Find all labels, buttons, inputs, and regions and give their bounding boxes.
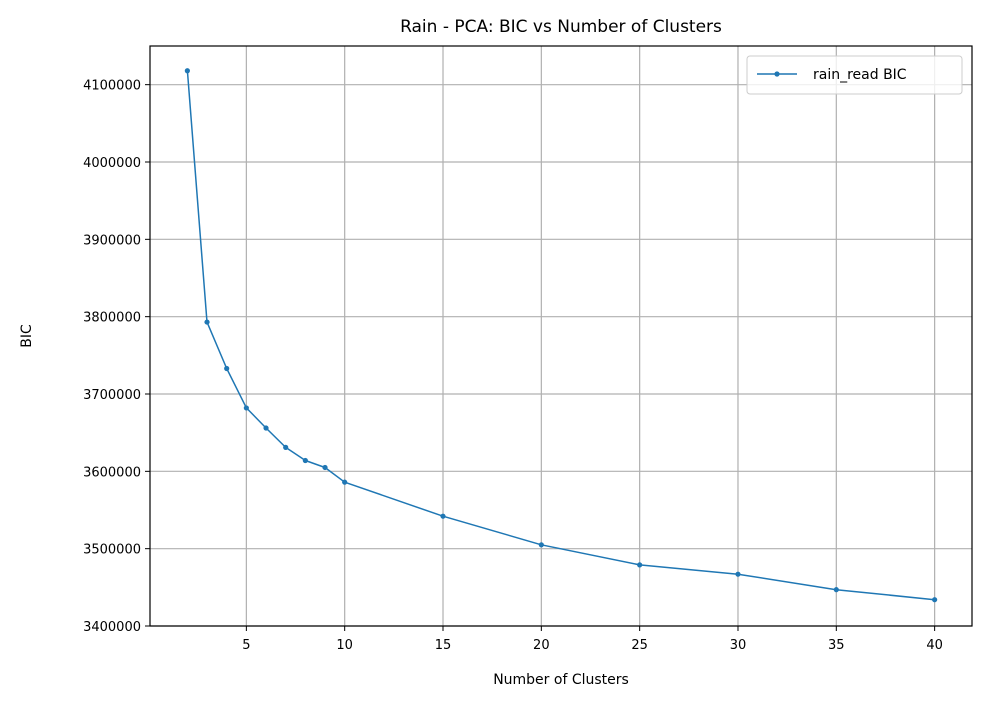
y-tick-label: 3900000: [83, 233, 141, 248]
series-layer: [184, 68, 938, 603]
legend-series-marker: [774, 71, 780, 77]
data-point: [932, 597, 938, 603]
x-tick-label: 40: [926, 638, 943, 653]
chart-title: Rain - PCA: BIC vs Number of Clusters: [400, 17, 722, 37]
x-tick-label: 10: [336, 638, 353, 653]
x-tick-label: 25: [631, 638, 648, 653]
y-tick-label: 3500000: [83, 543, 141, 558]
x-tick-label: 5: [242, 638, 250, 653]
data-point: [322, 464, 328, 471]
data-point: [204, 319, 210, 325]
x-tick-label: 35: [828, 638, 845, 653]
x-tick-label: 20: [533, 638, 550, 653]
x-axis-title: Number of Clusters: [493, 672, 629, 688]
data-point: [263, 425, 269, 431]
data-point: [224, 365, 230, 372]
data-point: [637, 562, 643, 568]
data-point: [342, 479, 348, 485]
y-tick-label: 4000000: [83, 156, 141, 171]
legend-label: rain_read BIC: [813, 67, 907, 83]
y-tick-label: 4100000: [83, 79, 141, 94]
y-tick-label: 3600000: [83, 465, 141, 480]
legend-box: [746, 55, 963, 95]
data-point: [184, 68, 190, 74]
plot-frame: [149, 45, 973, 627]
y-tick-label: 3800000: [83, 311, 141, 326]
grid-lines: [150, 46, 972, 627]
y-axis-title: BIC: [19, 324, 35, 348]
data-point: [833, 587, 839, 593]
x-tick-label: 30: [730, 638, 747, 653]
data-point: [302, 457, 308, 464]
data-point: [735, 571, 741, 577]
data-point: [440, 513, 446, 519]
data-point: [243, 405, 249, 411]
data-point: [538, 542, 544, 548]
axis-ticks: 5 10 15 20 25 30 35 40 3400000 3500000 3600000 3700…: [83, 79, 943, 653]
y-tick-label: 3400000: [83, 620, 141, 635]
x-tick-label: 15: [435, 638, 452, 653]
data-point: [283, 444, 289, 450]
y-tick-label: 3700000: [83, 388, 141, 403]
legend: rain_read BIC: [746, 55, 963, 95]
